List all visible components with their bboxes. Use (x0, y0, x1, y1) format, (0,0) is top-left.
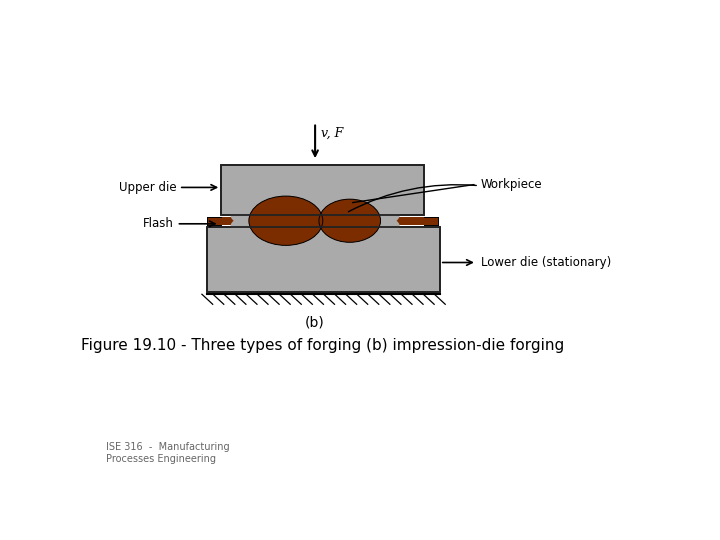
Text: Lower die (stationary): Lower die (stationary) (481, 256, 611, 269)
Bar (425, 217, 438, 225)
Bar (207, 217, 438, 225)
Ellipse shape (249, 196, 323, 245)
Ellipse shape (249, 196, 323, 245)
Bar (317, 214, 325, 228)
Bar (221, 165, 425, 215)
Bar (207, 226, 440, 292)
Text: Upper die: Upper die (119, 181, 176, 194)
Ellipse shape (319, 199, 381, 242)
Text: (b): (b) (305, 315, 325, 329)
Bar (221, 165, 425, 215)
Bar (317, 214, 325, 228)
Text: ISE 316  -  Manufacturing
Processes Engineering: ISE 316 - Manufacturing Processes Engine… (106, 442, 229, 464)
Text: v, F: v, F (321, 126, 343, 139)
Ellipse shape (319, 199, 381, 242)
Ellipse shape (319, 199, 381, 242)
Bar (207, 226, 440, 292)
Bar (207, 217, 221, 225)
Ellipse shape (230, 205, 400, 248)
Bar (317, 214, 325, 228)
Text: Flash: Flash (143, 217, 174, 230)
Ellipse shape (249, 196, 323, 245)
Text: Workpiece: Workpiece (481, 178, 542, 191)
Ellipse shape (230, 194, 400, 236)
Text: Figure 19.10 - Three types of forging (b) impression-die forging: Figure 19.10 - Three types of forging (b… (81, 338, 564, 353)
